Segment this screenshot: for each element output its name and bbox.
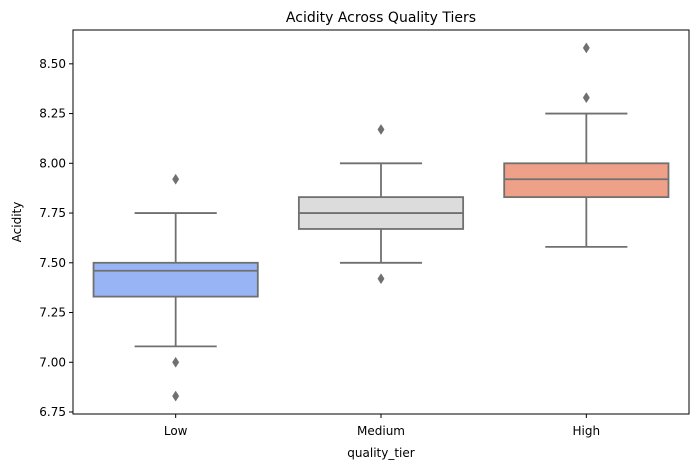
x-axis-label: quality_tier: [347, 446, 414, 460]
outlier-point: [377, 124, 385, 135]
outlier-point: [172, 390, 180, 402]
iqr-box: [503, 162, 670, 199]
y-tick-label: 6.75: [39, 405, 66, 419]
outlier-point: [377, 273, 385, 285]
x-tick-label: High: [573, 424, 601, 438]
outlier-point: [582, 42, 590, 54]
y-tick-label: 7.00: [39, 355, 66, 369]
y-tick-label: 7.25: [39, 306, 66, 320]
x-axis: Low Medium High: [164, 414, 600, 438]
y-axis-label: Acidity: [10, 202, 24, 243]
outlier-point: [172, 356, 180, 368]
box-high: [503, 42, 670, 248]
y-tick-label: 8.00: [39, 156, 66, 170]
outlier-point: [172, 173, 180, 185]
outlier-point: [582, 92, 590, 104]
x-tick-label: Low: [164, 424, 188, 438]
iqr-box: [92, 261, 259, 298]
box-medium: [297, 124, 465, 285]
chart-title: Acidity Across Quality Tiers: [286, 10, 476, 26]
y-axis: 6.75 7.00 7.25 7.50 7.75 8.00 8.25 8.50: [39, 57, 73, 419]
y-tick-label: 7.75: [39, 206, 66, 220]
boxes-layer: [92, 42, 670, 402]
x-tick-label: Medium: [357, 424, 405, 438]
y-tick-label: 8.25: [39, 107, 66, 121]
y-tick-label: 8.50: [39, 57, 66, 71]
box-low: [92, 173, 259, 402]
y-tick-label: 7.50: [39, 256, 66, 270]
